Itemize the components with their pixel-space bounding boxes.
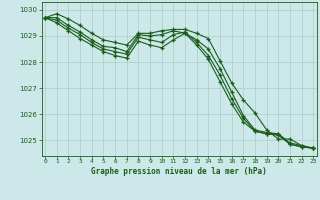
X-axis label: Graphe pression niveau de la mer (hPa): Graphe pression niveau de la mer (hPa) <box>91 167 267 176</box>
